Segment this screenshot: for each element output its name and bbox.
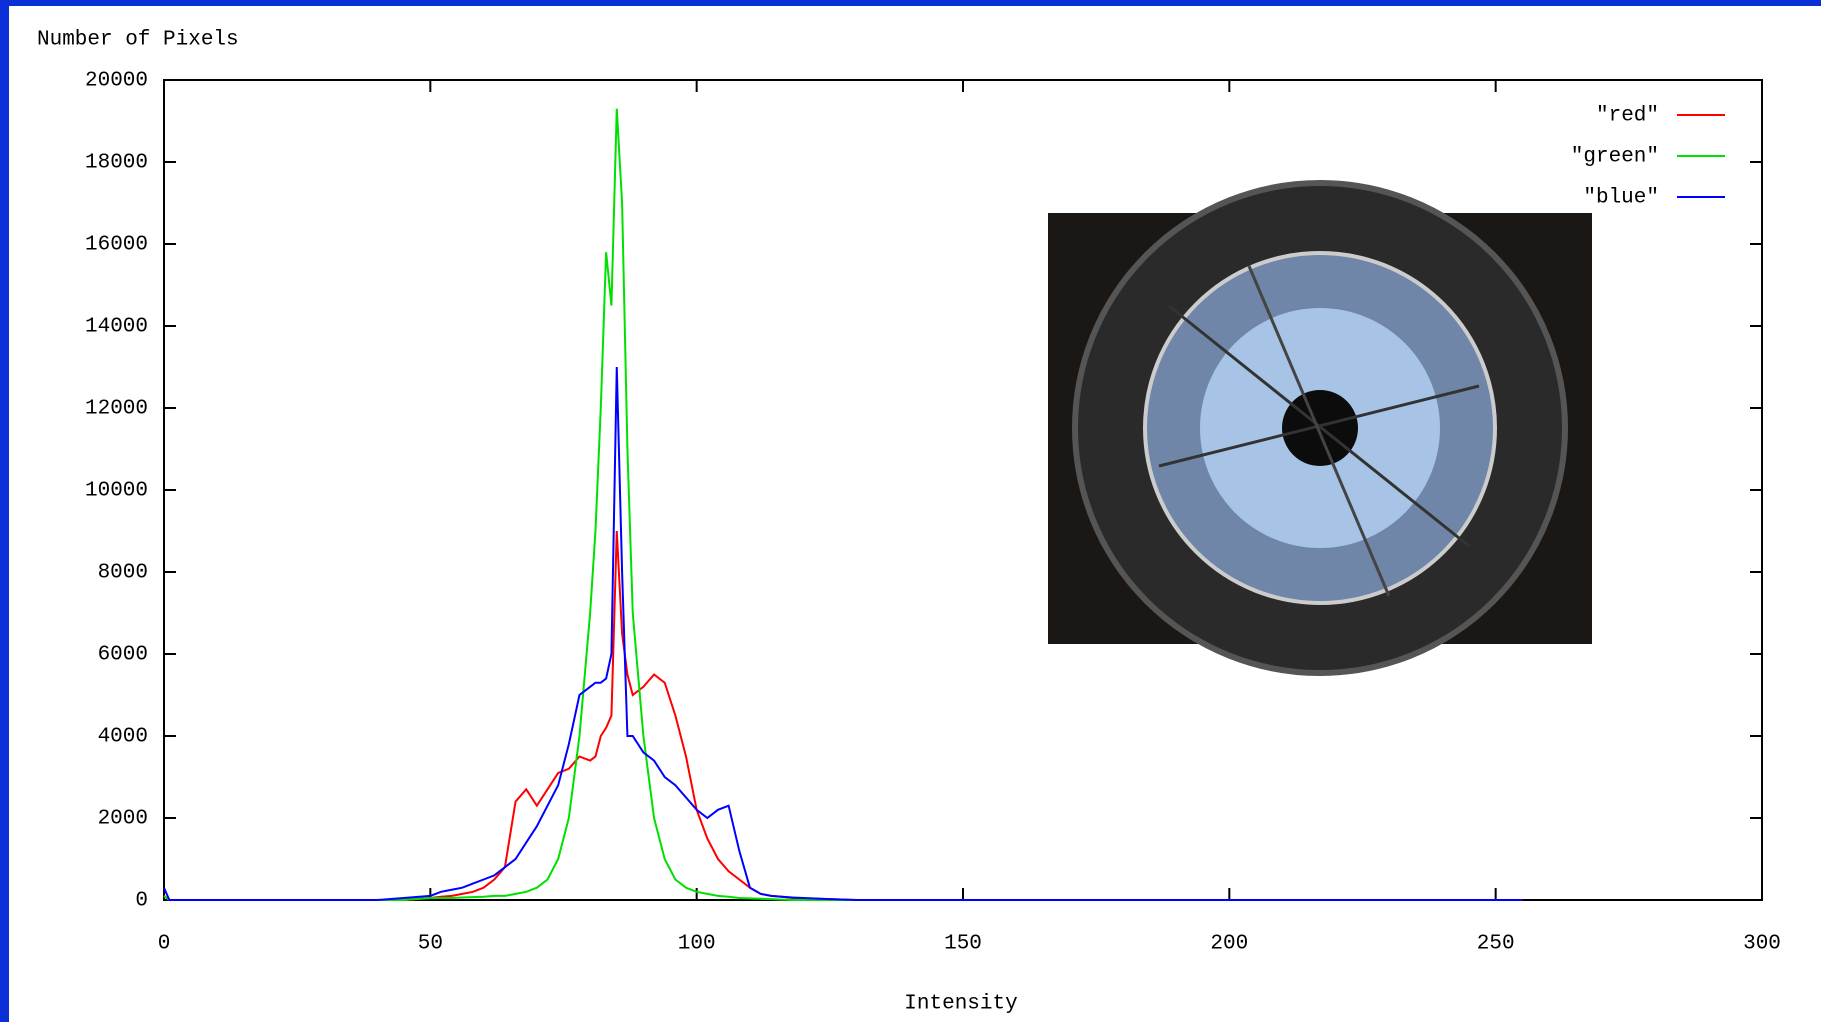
- x-tick-label: 50: [418, 933, 443, 956]
- chart: Number of Pixels Intensity 0200040006000…: [9, 6, 1821, 1022]
- y-tick-label: 10000: [85, 480, 148, 503]
- y-tick-label: 18000: [85, 152, 148, 175]
- legend-label: "red": [1596, 105, 1659, 128]
- y-tick-label: 14000: [85, 316, 148, 339]
- x-tick-label: 300: [1743, 933, 1781, 956]
- x-axis-label: Intensity: [904, 993, 1017, 1016]
- y-axis-label: Number of Pixels: [37, 29, 239, 52]
- x-tick-label: 200: [1210, 933, 1248, 956]
- x-tick-label: 100: [678, 933, 716, 956]
- legend-label: "green": [1571, 146, 1659, 169]
- x-tick-label: 250: [1477, 933, 1515, 956]
- y-tick-label: 16000: [85, 234, 148, 257]
- x-tick-label: 150: [944, 933, 982, 956]
- line-series: [163, 108, 1523, 901]
- y-tick-label: 2000: [98, 808, 148, 831]
- y-tick-label: 12000: [85, 398, 148, 421]
- y-tick-label: 0: [135, 890, 148, 913]
- inset-photo: [1048, 180, 1592, 676]
- x-tick-label: 0: [158, 933, 171, 956]
- y-tick-label: 8000: [98, 562, 148, 585]
- y-tick-label: 4000: [98, 726, 148, 749]
- y-tick-label: 20000: [85, 70, 148, 93]
- y-tick-label: 6000: [98, 644, 148, 667]
- legend-label: "blue": [1583, 187, 1659, 210]
- line-series: [163, 366, 1523, 901]
